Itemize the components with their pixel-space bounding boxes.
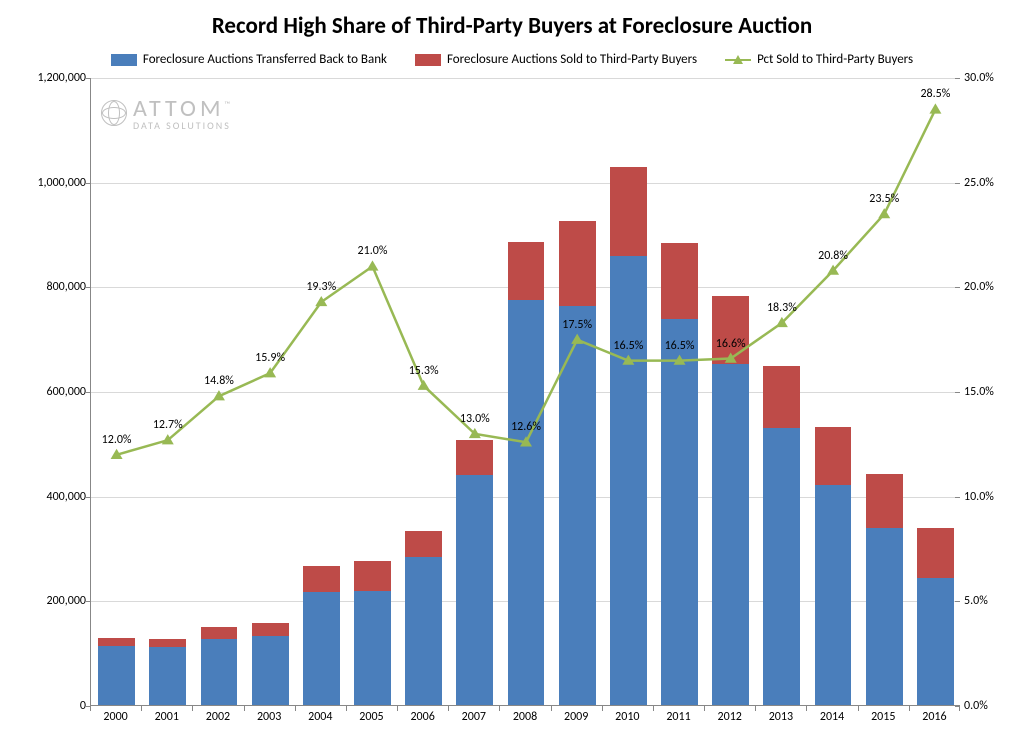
y-left-tick-label: 200,000 <box>6 594 86 608</box>
pct-data-label: 28.5% <box>920 87 950 101</box>
legend-swatch <box>415 54 441 66</box>
x-tick-label: 2000 <box>103 710 127 724</box>
y-right-tick-label: 5.0% <box>964 594 1014 608</box>
y-right-tick-label: 20.0% <box>964 280 1014 294</box>
legend-label: Foreclosure Auctions Transferred Back to… <box>143 52 387 67</box>
pct-data-label: 15.3% <box>409 364 439 378</box>
legend-line-icon <box>725 54 751 66</box>
y-left-tick-label: 1,000,000 <box>6 176 86 190</box>
pct-data-label: 13.0% <box>460 412 490 426</box>
chart-title: Record High Share of Third-Party Buyers … <box>0 12 1024 40</box>
x-tick-label: 2002 <box>206 710 230 724</box>
pct-data-label: 16.5% <box>613 339 643 353</box>
pct-data-label: 18.3% <box>767 301 797 315</box>
pct-data-label: 21.0% <box>358 244 388 258</box>
legend-swatch <box>111 54 137 66</box>
plot-area: ATTOM™ DATA SOLUTIONS 12.0%12.7%14.8%15.… <box>90 78 960 706</box>
x-tick-label: 2008 <box>513 710 537 724</box>
pct-data-label: 15.9% <box>255 351 285 365</box>
x-tick-label: 2003 <box>257 710 281 724</box>
x-tick-label: 2007 <box>462 710 486 724</box>
x-tick-label: 2009 <box>564 710 588 724</box>
legend: Foreclosure Auctions Transferred Back to… <box>0 52 1024 67</box>
y-right-tick-label: 25.0% <box>964 176 1014 190</box>
x-tick-label: 2012 <box>718 710 742 724</box>
pct-data-label: 12.7% <box>153 418 183 432</box>
y-right-tick-label: 15.0% <box>964 385 1014 399</box>
pct-data-label: 16.5% <box>665 339 695 353</box>
y-left-tick-label: 1,200,000 <box>6 71 86 85</box>
pct-data-label: 12.0% <box>102 433 132 447</box>
pct-data-label: 16.6% <box>716 337 746 351</box>
y-left-tick-label: 400,000 <box>6 490 86 504</box>
y-right-tick-label: 10.0% <box>964 490 1014 504</box>
y-left-tick-label: 600,000 <box>6 385 86 399</box>
x-tick-label: 2006 <box>410 710 434 724</box>
y-left-tick-label: 0 <box>6 699 86 713</box>
pct-data-label: 17.5% <box>562 318 592 332</box>
y-right-tick-label: 0.0% <box>964 699 1014 713</box>
x-tick-label: 2013 <box>769 710 793 724</box>
pct-data-label: 12.6% <box>511 420 541 434</box>
y-right-tick-label: 30.0% <box>964 71 1014 85</box>
pct-data-label: 19.3% <box>306 280 336 294</box>
x-tick-label: 2014 <box>820 710 844 724</box>
x-tick-label: 2016 <box>922 710 946 724</box>
x-tick-label: 2005 <box>359 710 383 724</box>
x-tick-label: 2004 <box>308 710 332 724</box>
y-left-tick-label: 800,000 <box>6 280 86 294</box>
legend-label: Pct Sold to Third-Party Buyers <box>757 52 913 67</box>
y-axis-right: 0.0%5.0%10.0%15.0%20.0%25.0%30.0% <box>960 78 1020 706</box>
pct-line <box>91 78 961 706</box>
x-tick-label: 2010 <box>615 710 639 724</box>
legend-item: Pct Sold to Third-Party Buyers <box>725 52 913 67</box>
legend-item: Foreclosure Auctions Sold to Third-Party… <box>415 52 697 67</box>
legend-label: Foreclosure Auctions Sold to Third-Party… <box>447 52 697 67</box>
x-tick-label: 2011 <box>666 710 690 724</box>
x-tick-label: 2015 <box>871 710 895 724</box>
pct-data-label: 23.5% <box>869 192 899 206</box>
pct-data-label: 14.8% <box>204 374 234 388</box>
y-axis-left: 0200,000400,000600,000800,0001,000,0001,… <box>0 78 90 706</box>
legend-item: Foreclosure Auctions Transferred Back to… <box>111 52 387 67</box>
pct-data-label: 20.8% <box>818 249 848 263</box>
x-tick-label: 2001 <box>155 710 179 724</box>
chart-container: Record High Share of Third-Party Buyers … <box>0 0 1024 744</box>
